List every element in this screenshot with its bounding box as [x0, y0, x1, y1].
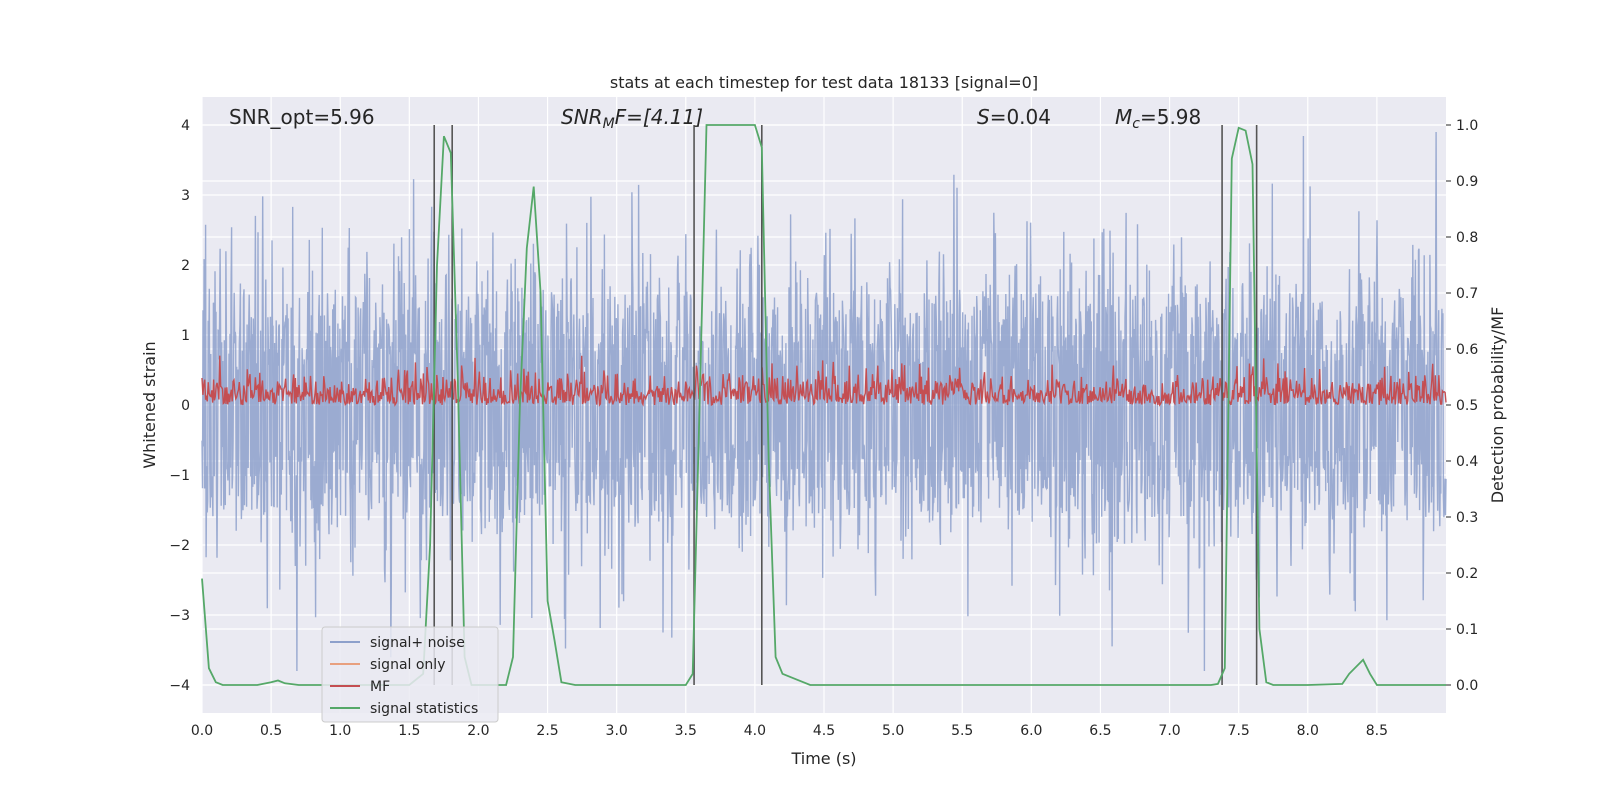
- y-tick-label: 1: [181, 328, 190, 344]
- legend: signal+ noise signal only MF signal stat…: [321, 626, 499, 723]
- x-tick-label: 5.5: [951, 723, 973, 739]
- y-right-tick-label: 0.2: [1456, 566, 1478, 582]
- legend-label: signal only: [370, 657, 445, 673]
- x-tick-label: 1.5: [398, 723, 420, 739]
- x-tick-label: 1.0: [329, 723, 351, 739]
- x-axis-label: Time (s): [790, 749, 856, 768]
- mf-trace: [201, 355, 1447, 407]
- y-axis-right-label: Detection probability/MF: [1488, 307, 1507, 504]
- x-tick-label: 7.5: [1228, 723, 1250, 739]
- annotation-mc-rest: =5.98: [1140, 105, 1201, 129]
- legend-item-signal-plus-noise: signal+ noise: [330, 635, 465, 651]
- x-tick-label: 0.0: [191, 723, 213, 739]
- y-right-tick-label: 0.3: [1456, 510, 1478, 526]
- legend-label: signal statistics: [370, 701, 478, 717]
- x-tick-label: 7.0: [1158, 723, 1180, 739]
- x-tick-label: 3.5: [675, 723, 697, 739]
- y-tick-label: 0: [181, 398, 190, 414]
- y-axis-right-ticks: 0.0 0.1 0.2 0.3 0.4 0.5 0.6 0.7 0.8 0.9 1.0: [1446, 118, 1478, 694]
- x-tick-label: 4.5: [813, 723, 835, 739]
- x-tick-label: 8.5: [1366, 723, 1388, 739]
- x-tick-label: 3.0: [606, 723, 628, 739]
- x-tick-label: 6.5: [1089, 723, 1111, 739]
- y-tick-label: 3: [181, 188, 190, 204]
- x-tick-label: 5.0: [882, 723, 904, 739]
- y-axis-label: Whitened strain: [140, 341, 159, 468]
- x-tick-label: 8.0: [1297, 723, 1319, 739]
- legend-box: [321, 626, 499, 723]
- series-signal-plus-noise: [201, 131, 1447, 672]
- annotation-snr-mf-subscript: M: [603, 116, 615, 132]
- legend-item-mf: MF: [330, 679, 390, 695]
- legend-label: MF: [370, 679, 390, 695]
- annotation-snr-opt: SNR_opt=5.96: [229, 105, 375, 129]
- y-tick-label: −3: [169, 608, 190, 624]
- legend-item-signal-only: signal only: [330, 657, 445, 673]
- y-tick-label: 2: [181, 258, 190, 274]
- x-tick-label: 2.5: [536, 723, 558, 739]
- y-tick-label: −4: [169, 678, 190, 694]
- x-tick-label: 2.0: [467, 723, 489, 739]
- y-right-tick-label: 0.8: [1456, 230, 1478, 246]
- annotation-snr-mf: SNRMF=[4.11]: [561, 105, 703, 132]
- annotation-s-symbol: S: [977, 105, 990, 129]
- y-tick-label: −1: [169, 468, 190, 484]
- annotation-snr-mf-rest: F=[4.11]: [615, 105, 703, 129]
- y-right-tick-label: 0.5: [1456, 398, 1478, 414]
- annotation-snr-mf-symbol: SNR: [561, 105, 603, 129]
- annotation-s: S=0.04: [977, 105, 1051, 129]
- y-right-tick-label: 1.0: [1456, 118, 1478, 134]
- y-right-tick-label: 0.9: [1456, 174, 1478, 190]
- annotation-mc-symbol: M: [1115, 105, 1132, 129]
- y-right-tick-label: 0.0: [1456, 678, 1478, 694]
- y-right-tick-label: 0.4: [1456, 454, 1478, 470]
- y-right-tick-label: 0.7: [1456, 286, 1478, 302]
- x-tick-label: 4.0: [744, 723, 766, 739]
- legend-label: signal+ noise: [370, 635, 465, 651]
- annotation-mc-subscript: c: [1132, 116, 1140, 132]
- legend-item-signal-statistics: signal statistics: [330, 701, 478, 717]
- y-right-tick-label: 0.1: [1456, 622, 1478, 638]
- x-tick-label: 6.0: [1020, 723, 1042, 739]
- series-mf: [201, 355, 1447, 407]
- y-tick-label: 4: [181, 118, 190, 134]
- annotation-s-rest: =0.04: [990, 105, 1051, 129]
- annotation-mc: Mc=5.98: [1115, 105, 1201, 132]
- noise-trace: [201, 131, 1447, 672]
- x-axis-ticks: 0.0 0.5 1.0 1.5 2.0 2.5 3.0 3.5 4.0 4.5 5.0 5.5 6.0 6…: [191, 723, 1388, 739]
- chart-title: stats at each timestep for test data 181…: [610, 73, 1038, 92]
- y-right-tick-label: 0.6: [1456, 342, 1478, 358]
- x-tick-label: 0.5: [260, 723, 282, 739]
- y-tick-label: −2: [169, 538, 190, 554]
- y-axis-ticks: −4 −3 −2 −1 0 1 2 3 4: [169, 118, 190, 694]
